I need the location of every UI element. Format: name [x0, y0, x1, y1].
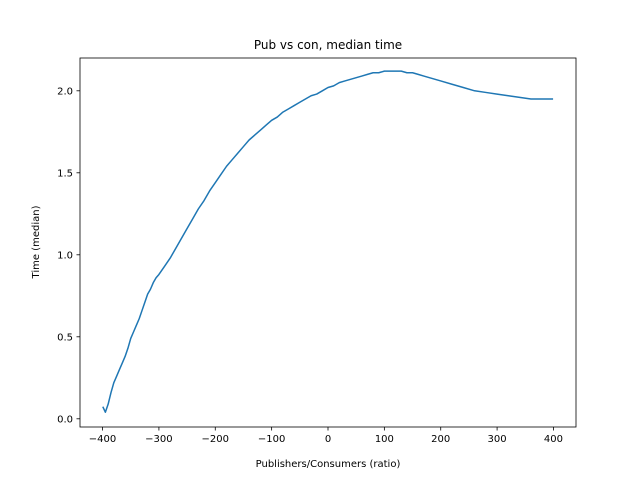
- y-tick-label: 0.0: [57, 414, 73, 425]
- x-tick-label: 0: [325, 434, 331, 445]
- y-tick-label: 1.0: [57, 250, 73, 261]
- x-tick-label: −200: [202, 434, 229, 445]
- x-axis-label: Publishers/Consumers (ratio): [256, 459, 401, 470]
- x-tick-label: −300: [145, 434, 172, 445]
- chart-title: Pub vs con, median time: [254, 38, 402, 52]
- y-tick-label: 0.5: [57, 332, 73, 343]
- x-tick-label: 300: [488, 434, 507, 445]
- axes-frame: [79, 57, 577, 428]
- x-tick-label: −400: [89, 434, 116, 445]
- series-line-0: [102, 70, 554, 413]
- y-tick-label: 2.0: [57, 86, 73, 97]
- x-tick-label: 400: [544, 434, 563, 445]
- y-axis-label: Time (median): [31, 205, 42, 279]
- y-tick-label: 1.5: [57, 168, 73, 179]
- x-tick-label: 200: [431, 434, 450, 445]
- x-tick-label: 100: [375, 434, 394, 445]
- x-tick-label: −100: [258, 434, 285, 445]
